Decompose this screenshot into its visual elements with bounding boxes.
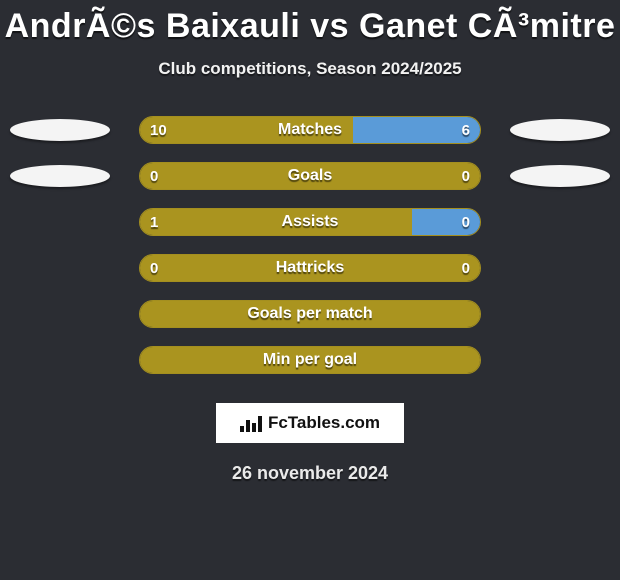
stat-bar: 00Goals xyxy=(139,162,481,190)
bar-fill-left xyxy=(140,163,480,189)
stat-bar: 10Assists xyxy=(139,208,481,236)
brand-text: FcTables.com xyxy=(268,413,380,433)
bar-fill-right xyxy=(353,117,481,143)
stat-row: Goals per match xyxy=(0,291,620,337)
footer-date: 26 november 2024 xyxy=(0,463,620,484)
stat-bar: 106Matches xyxy=(139,116,481,144)
deco-ellipse-right xyxy=(510,119,610,141)
deco-ellipse-left xyxy=(10,165,110,187)
deco-ellipse-right xyxy=(510,165,610,187)
comparison-subtitle: Club competitions, Season 2024/2025 xyxy=(0,59,620,79)
bar-fill-left xyxy=(140,301,480,327)
stat-row: 00Hattricks xyxy=(0,245,620,291)
deco-ellipse-left xyxy=(10,119,110,141)
stat-bar: 00Hattricks xyxy=(139,254,481,282)
stat-row: Min per goal xyxy=(0,337,620,383)
bar-fill-left xyxy=(140,209,412,235)
bar-chart-icon xyxy=(240,414,262,432)
comparison-rows: 106Matches 00Goals 10Assists 00Hattricks Goa… xyxy=(0,107,620,383)
bar-fill-left xyxy=(140,347,480,373)
comparison-title: AndrÃ©s Baixauli vs Ganet CÃ³mitre xyxy=(0,0,620,45)
stat-row: 00Goals xyxy=(0,153,620,199)
stat-bar: Min per goal xyxy=(139,346,481,374)
stat-row: 10Assists xyxy=(0,199,620,245)
bar-fill-left xyxy=(140,117,353,143)
brand-badge: FcTables.com xyxy=(212,399,408,447)
stat-row: 106Matches xyxy=(0,107,620,153)
bar-fill-left xyxy=(140,255,480,281)
stat-bar: Goals per match xyxy=(139,300,481,328)
bar-fill-right xyxy=(412,209,480,235)
